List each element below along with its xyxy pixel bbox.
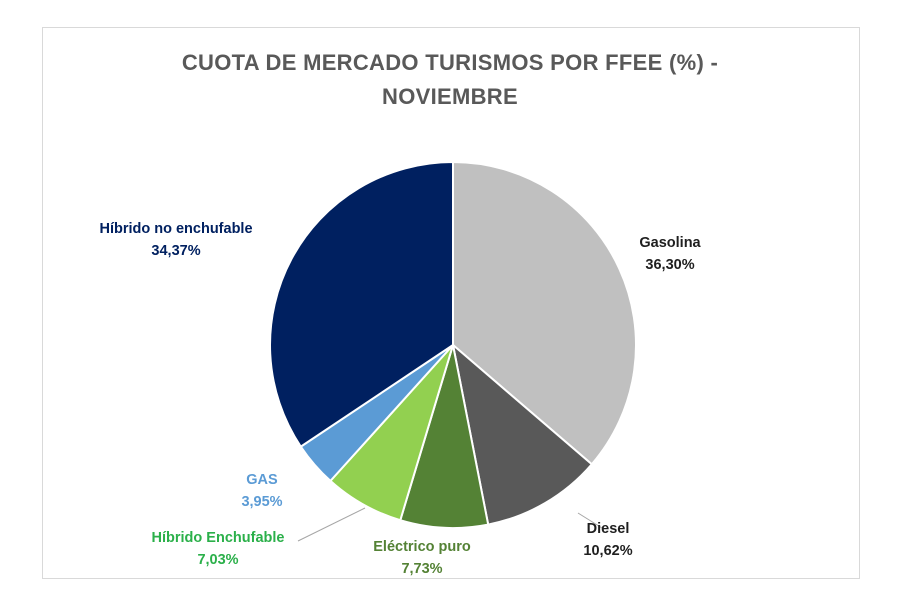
slice-label-electrico-puro: Eléctrico puro: [373, 539, 471, 555]
pie-slice-diesel: [451, 342, 594, 526]
chart-title-line-1: CUOTA DE MERCADO TURISMOS POR FFEE (%) -: [181, 50, 719, 75]
chart-title-line-2: NOVIEMBRE: [382, 84, 518, 109]
slice-label-hibrido-enchufable: Híbrido Enchufable: [152, 530, 285, 546]
pie-slice-gasolina: [452, 160, 637, 466]
slice-value-hibrido-enchufable: 7,03%: [197, 552, 238, 568]
slice-label-diesel: Diesel: [587, 521, 630, 537]
leader-line-hibrido-enchufable: [297, 507, 366, 542]
leader-line-diesel: [577, 512, 603, 529]
slice-value-hibrido-no-enchufable: 34,37%: [151, 243, 200, 259]
leader-lines: [297, 507, 603, 542]
slice-value-gasolina: 36,30%: [645, 257, 694, 273]
pie-slices: [269, 160, 637, 529]
pie-slice-hibrido-no-enchufable: [269, 160, 454, 449]
slice-label-gasolina: Gasolina: [639, 235, 701, 251]
slice-value-gas: 3,95%: [241, 494, 282, 510]
chart-title: CUOTA DE MERCADO TURISMOS POR FFEE (%) -…: [0, 46, 900, 114]
slice-value-diesel: 10,62%: [583, 543, 632, 559]
slice-label-hibrido-no-enchufable: Híbrido no enchufable: [99, 221, 252, 237]
slice-label-gas: GAS: [246, 472, 278, 488]
slice-value-electrico-puro: 7,73%: [401, 561, 442, 577]
data-labels: Gasolina 36,30% Diesel 10,62% Eléctrico puro…: [99, 221, 701, 577]
